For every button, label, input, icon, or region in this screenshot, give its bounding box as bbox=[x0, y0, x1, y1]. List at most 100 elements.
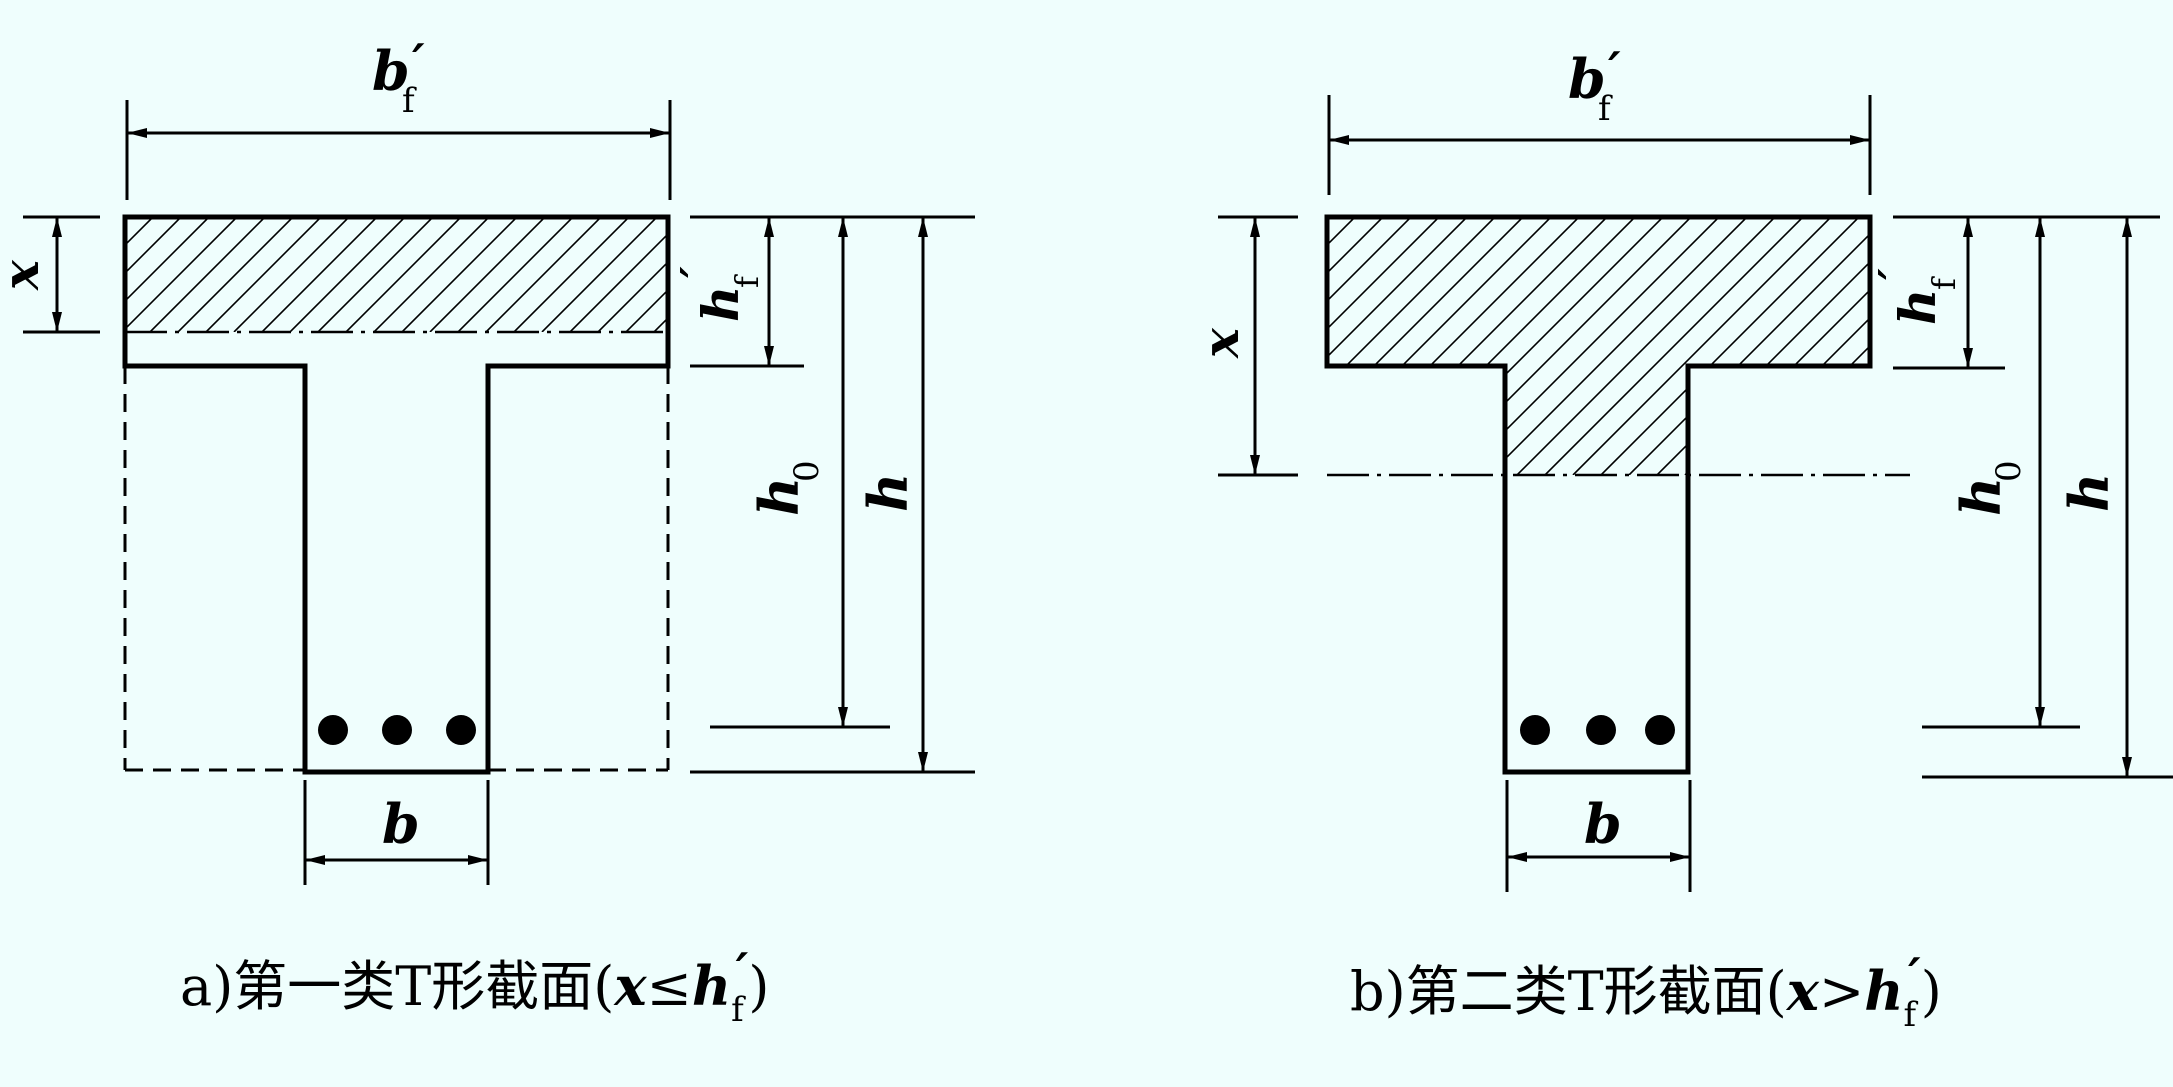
caption-b-sub: f bbox=[1903, 995, 1918, 1035]
hatch-line bbox=[261, 217, 378, 332]
hatch-line bbox=[125, 217, 182, 275]
hatch-line bbox=[1628, 217, 1870, 475]
diagram-b: b f ′ x h f ′ h 0 h b b)第二类T形截面(x>hf′) bbox=[1191, 42, 2173, 1035]
hf-prime-a: ′ bbox=[672, 266, 723, 278]
hatch-line bbox=[2021, 217, 2173, 475]
x-label-b: x bbox=[1191, 327, 1250, 359]
caption-b-rel: > bbox=[1819, 960, 1864, 1023]
hatch-line bbox=[1404, 217, 1664, 475]
caption-a-sub: f bbox=[731, 990, 746, 1030]
hatch-line bbox=[401, 217, 518, 332]
t-section-outline-a bbox=[122, 214, 671, 775]
hatch-line bbox=[1327, 217, 1440, 475]
hatch-line bbox=[1768, 217, 1870, 475]
bf-sub-b: f bbox=[1598, 89, 1613, 129]
hf-label-a: h bbox=[691, 286, 750, 322]
hatch-line bbox=[2077, 217, 2173, 475]
hatch-line bbox=[766, 217, 881, 332]
hatch-line bbox=[125, 217, 154, 247]
bf-prime-b: ′ bbox=[1608, 42, 1621, 98]
caption-a: a)第一类T形截面(x≤hf′) bbox=[180, 943, 769, 1030]
hatch-line bbox=[1327, 217, 1384, 475]
hatch-line bbox=[1993, 217, 2173, 475]
hatch-line bbox=[1824, 217, 1870, 475]
rebar-b-2 bbox=[1586, 715, 1616, 745]
hatch-line bbox=[1327, 217, 1552, 475]
hatch-line bbox=[1796, 217, 1870, 475]
hatch-line bbox=[1460, 217, 1720, 475]
rebar-a-2 bbox=[382, 715, 412, 745]
b-label-a: b bbox=[382, 792, 420, 856]
hatch-line bbox=[233, 217, 350, 332]
caption-a-prime: ′ bbox=[736, 943, 749, 999]
hatch-line bbox=[1684, 217, 1870, 475]
caption-a-rel: ≤ bbox=[647, 955, 692, 1018]
hatch-line bbox=[1516, 217, 1776, 475]
hatch-line bbox=[1965, 217, 2173, 475]
caption-b-prime: ′ bbox=[1908, 948, 1921, 1004]
hatch-line bbox=[1348, 217, 1608, 475]
caption-b-x: x bbox=[1786, 959, 1820, 1023]
hatch-line bbox=[1937, 217, 2173, 475]
hatch-line bbox=[1327, 217, 1524, 475]
hatch-line bbox=[1572, 217, 1832, 475]
h-label-a: h bbox=[856, 473, 920, 512]
caption-b-close: ) bbox=[1921, 960, 1942, 1023]
hatch-line bbox=[345, 217, 462, 332]
bf-label-b: b bbox=[1568, 47, 1606, 111]
hf-sub-b: f bbox=[1925, 276, 1963, 290]
hatch-line bbox=[149, 217, 266, 332]
rebar-b-1 bbox=[1520, 715, 1550, 745]
hatch-line bbox=[1656, 217, 1870, 475]
hatch-line bbox=[1544, 217, 1804, 475]
rebar-a-3 bbox=[446, 715, 476, 745]
h0-sub-a: 0 bbox=[787, 460, 827, 482]
h0-label-b: h bbox=[1949, 477, 2013, 516]
hatch-line bbox=[541, 217, 658, 332]
hatch-line bbox=[1327, 217, 1496, 475]
caption-a-x: x bbox=[613, 954, 647, 1018]
bf-sub-a: f bbox=[402, 81, 417, 121]
diagram-a: b f ′ x h f ′ h 0 h b a)第一类T形截面(x≤hf′) bbox=[0, 34, 975, 1030]
hf-sub-a: f bbox=[728, 274, 766, 288]
bf-prime-a: ′ bbox=[412, 34, 425, 90]
hatch-line bbox=[2049, 217, 2173, 475]
caption-a-close: ) bbox=[748, 955, 769, 1018]
hatch-line bbox=[125, 217, 238, 331]
caption-a-h: h bbox=[692, 954, 731, 1018]
h0-label-a: h bbox=[747, 477, 811, 516]
hatch-line bbox=[317, 217, 434, 332]
hatch-line bbox=[1327, 217, 1468, 475]
caption-b-h: h bbox=[1864, 959, 1903, 1023]
hatch-line bbox=[177, 217, 294, 332]
hatch-line bbox=[289, 217, 406, 332]
hatch-line bbox=[2105, 217, 2173, 475]
hatch-line bbox=[597, 258, 670, 332]
hatch-line bbox=[513, 217, 630, 332]
caption-a-prefix: a)第一类T形截面( bbox=[180, 955, 614, 1018]
hf-prime-b: ′ bbox=[1870, 268, 1921, 280]
hatch-line bbox=[1600, 217, 1860, 475]
hatch-line bbox=[457, 217, 574, 332]
hatch-line bbox=[1432, 217, 1692, 475]
t-section-outline-b bbox=[1324, 214, 1873, 775]
rebar-b-3 bbox=[1645, 715, 1675, 745]
h-label-b: h bbox=[2057, 473, 2121, 512]
h0-sub-b: 0 bbox=[1989, 460, 2029, 482]
compression-zone-hatch-a bbox=[125, 217, 881, 332]
hatch-line bbox=[625, 286, 670, 332]
caption-b-prefix: b)第二类T形截面( bbox=[1350, 960, 1787, 1023]
hatch-line bbox=[1881, 217, 2139, 475]
hatch-line bbox=[738, 217, 853, 332]
hatch-line bbox=[429, 217, 546, 332]
hatch-line bbox=[1712, 217, 1870, 475]
rebar-a-1 bbox=[318, 715, 348, 745]
hf-label-b: h bbox=[1888, 289, 1947, 325]
b-label-b: b bbox=[1584, 792, 1622, 856]
hatch-line bbox=[1852, 217, 1870, 475]
hatch-line bbox=[1327, 217, 1580, 475]
bf-label-a: b bbox=[372, 39, 410, 103]
hatch-line bbox=[125, 217, 210, 303]
